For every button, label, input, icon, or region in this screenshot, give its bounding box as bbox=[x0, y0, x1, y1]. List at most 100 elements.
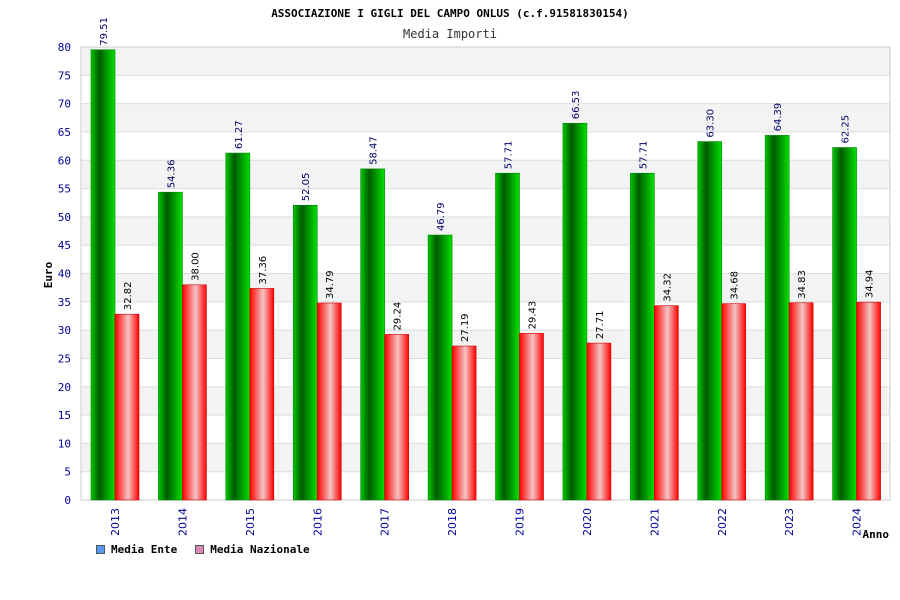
bar-media-ente bbox=[630, 172, 655, 501]
y-tick-label: 80 bbox=[58, 41, 71, 54]
data-label: 57.71 bbox=[504, 141, 515, 170]
data-label: 57.71 bbox=[638, 141, 649, 170]
bar-media-nazionale bbox=[654, 305, 679, 501]
data-label: 34.79 bbox=[325, 270, 336, 299]
data-label: 64.39 bbox=[773, 103, 784, 132]
y-tick-label: 5 bbox=[64, 466, 71, 479]
data-label: 37.36 bbox=[258, 256, 269, 285]
bar-media-ente bbox=[427, 234, 453, 501]
bar-media-ente bbox=[495, 172, 520, 501]
x-tick-label: 2024 bbox=[851, 508, 864, 536]
x-tick-label: 2016 bbox=[311, 508, 324, 536]
bar-media-nazionale bbox=[316, 302, 342, 501]
bar-media-ente bbox=[90, 49, 116, 501]
data-label: 32.82 bbox=[123, 282, 134, 311]
bar-media-ente bbox=[360, 168, 385, 501]
x-axis-ticks: 2013 2014 2015 2016 2017 2018 2019 2020 2021 2022… bbox=[109, 508, 864, 536]
x-tick-label: 2014 bbox=[176, 508, 189, 536]
data-label: 34.94 bbox=[865, 270, 876, 299]
bar-media-ente bbox=[158, 191, 183, 501]
x-tick-label: 2023 bbox=[783, 508, 796, 536]
data-label: 29.43 bbox=[528, 301, 539, 330]
bar-media-nazionale bbox=[586, 342, 612, 501]
data-label: 34.83 bbox=[797, 270, 808, 299]
data-label: 62.25 bbox=[841, 115, 852, 144]
chart-subtitle: Media Importi bbox=[403, 27, 497, 41]
x-tick-label: 2022 bbox=[716, 508, 729, 536]
plot-area bbox=[80, 46, 891, 501]
x-tick-label: 2019 bbox=[514, 508, 527, 536]
data-label: 58.47 bbox=[369, 136, 380, 165]
data-label: 27.19 bbox=[460, 313, 471, 342]
y-tick-label: 10 bbox=[58, 437, 71, 450]
y-tick-label: 0 bbox=[64, 494, 71, 507]
bar-media-nazionale bbox=[788, 302, 814, 501]
legend: Media Ente Media Nazionale bbox=[96, 543, 310, 556]
y-axis-ticks: 0 5 10 15 20 25 30 35 40 45 50 55 60 65 70 75 80 bbox=[58, 41, 71, 507]
x-tick-label: 2020 bbox=[581, 508, 594, 536]
y-tick-label: 60 bbox=[58, 154, 71, 167]
legend-item-media-nazionale: Media Nazionale bbox=[195, 543, 310, 556]
data-label: 79.51 bbox=[99, 17, 110, 46]
data-label: 34.32 bbox=[662, 273, 673, 302]
legend-label-media-nazionale: Media Nazionale bbox=[210, 543, 310, 556]
data-label: 54.36 bbox=[166, 160, 177, 189]
legend-item-media-ente: Media Ente bbox=[96, 543, 177, 556]
bar-media-nazionale bbox=[856, 301, 881, 501]
legend-swatch-media-nazionale bbox=[195, 545, 205, 554]
y-tick-label: 55 bbox=[58, 183, 71, 196]
bar-media-nazionale bbox=[519, 333, 544, 501]
bar-media-nazionale bbox=[182, 284, 207, 501]
y-tick-label: 20 bbox=[58, 381, 71, 394]
bars: 79.51 32.82 54.36 38.00 61.27 37.36 52.05 34.79… bbox=[90, 17, 881, 501]
y-tick-label: 45 bbox=[58, 239, 71, 252]
bar-media-ente bbox=[562, 122, 588, 501]
data-label: 29.24 bbox=[393, 302, 404, 331]
bar-media-ente bbox=[832, 147, 857, 501]
bar-media-nazionale bbox=[451, 345, 477, 501]
data-label: 61.27 bbox=[234, 120, 245, 149]
bar-media-nazionale bbox=[114, 313, 140, 501]
data-label: 52.05 bbox=[301, 173, 312, 202]
x-axis-label: Anno bbox=[863, 528, 890, 541]
y-tick-label: 35 bbox=[58, 296, 71, 309]
data-label: 27.71 bbox=[595, 310, 606, 339]
x-tick-label: 2013 bbox=[109, 508, 122, 536]
x-tick-label: 2017 bbox=[379, 508, 392, 536]
grid-band bbox=[81, 216, 890, 246]
x-tick-label: 2021 bbox=[648, 508, 661, 536]
data-label: 46.79 bbox=[436, 202, 447, 231]
y-tick-label: 30 bbox=[58, 324, 71, 337]
y-tick-label: 70 bbox=[58, 98, 71, 111]
x-tick-label: 2015 bbox=[244, 508, 257, 536]
grid-band bbox=[81, 47, 890, 76]
y-tick-label: 50 bbox=[58, 211, 71, 224]
data-label: 66.53 bbox=[571, 91, 582, 120]
legend-swatch-media-ente bbox=[96, 545, 105, 554]
x-tick-label: 2018 bbox=[446, 508, 459, 536]
data-label: 63.30 bbox=[706, 109, 717, 138]
grid-band bbox=[81, 386, 890, 416]
y-tick-label: 75 bbox=[58, 69, 71, 82]
y-tick-label: 25 bbox=[58, 352, 71, 365]
y-tick-label: 65 bbox=[58, 126, 71, 139]
y-tick-label: 15 bbox=[58, 409, 71, 422]
grid-band bbox=[81, 160, 890, 189]
bar-media-nazionale bbox=[249, 288, 275, 501]
bar-media-nazionale bbox=[721, 303, 747, 501]
bar-media-nazionale bbox=[384, 334, 409, 501]
data-label: 38.00 bbox=[190, 252, 201, 281]
grid-band bbox=[81, 273, 890, 302]
chart-title: ASSOCIAZIONE I GIGLI DEL CAMPO ONLUS (c.… bbox=[271, 7, 629, 20]
plot-border bbox=[80, 46, 891, 501]
grid-band bbox=[81, 443, 890, 472]
grid-band bbox=[81, 103, 890, 132]
grid-band bbox=[81, 330, 890, 359]
y-axis-label: Euro bbox=[42, 261, 55, 288]
legend-label-media-ente: Media Ente bbox=[111, 543, 178, 556]
bar-media-ente bbox=[225, 152, 251, 501]
data-label: 34.68 bbox=[730, 271, 741, 300]
bar-media-ente bbox=[697, 141, 723, 501]
y-tick-label: 40 bbox=[58, 268, 71, 281]
